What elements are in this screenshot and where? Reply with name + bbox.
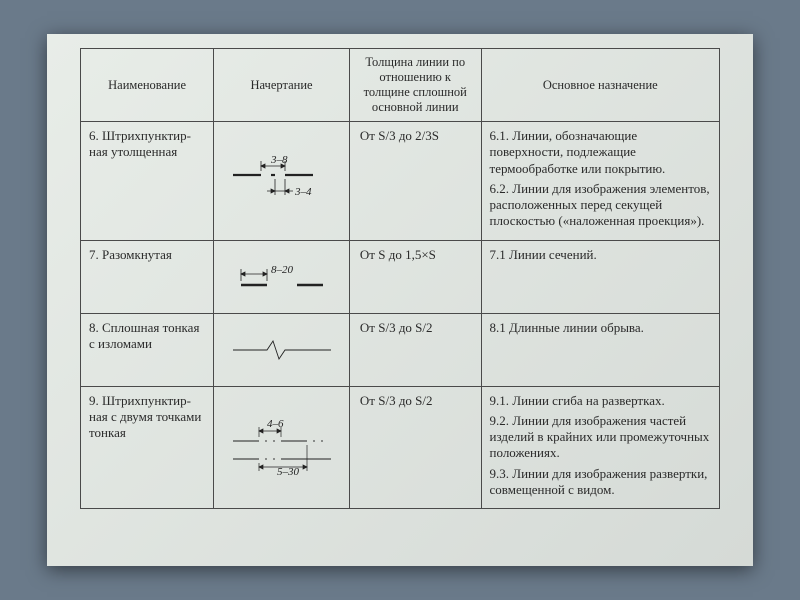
cell-purpose: 8.1 Длинные линии обрыва. (481, 313, 719, 386)
cell-drawing (214, 313, 350, 386)
purpose-line: 9.3. Линии для изображения развертки, со… (490, 466, 711, 499)
purpose-line: 9.1. Линии сгиба на развертках. (490, 393, 711, 409)
purpose-line: 7.1 Линии сечений. (490, 247, 711, 263)
table-row: 9. Штрихпунктир­ная с двумя точками тонк… (81, 386, 720, 509)
purpose-line: 9.2. Линии для изображения частей издели… (490, 413, 711, 462)
drawing-dash-dot-dot: 4–6 5–30 (227, 419, 337, 475)
cell-thickness: От S до 1,5×S (349, 240, 481, 313)
cell-drawing: 4–6 5–30 (214, 386, 350, 509)
table-body: 6. Штрихпунктир­ная утолщенная (81, 122, 720, 509)
purpose-line: 6.1. Линии, обозначающие поверхности, по… (490, 128, 711, 177)
cell-name: 7. Разомкнутая (81, 240, 214, 313)
cell-thickness: От S/3 до S/2 (349, 386, 481, 509)
cell-name: 9. Штрихпунктир­ная с двумя точками тонк… (81, 386, 214, 509)
purpose-line: 8.1 Длинные линии обрыва. (490, 320, 711, 336)
cell-drawing: 3–8 3–4 (214, 122, 350, 241)
cell-purpose: 7.1 Линии сечений. (481, 240, 719, 313)
thickness-text: От S/3 до S/2 (360, 393, 433, 408)
col-header-drawing: Начертание (214, 49, 350, 122)
cell-thickness: От S/3 до S/2 (349, 313, 481, 386)
drawing-zigzag-line (227, 335, 337, 365)
table-header-row: Наименование Начертание Толщина линии по… (81, 49, 720, 122)
cell-drawing: 8–20 (214, 240, 350, 313)
document-page: Наименование Начертание Толщина линии по… (47, 34, 753, 566)
cell-purpose: 6.1. Линии, обозначающие поверхности, по… (481, 122, 719, 241)
table-row: 8. Сплошная тонкая с изломами От S/3 до … (81, 313, 720, 386)
col-header-name: Наименование (81, 49, 214, 122)
dash-label: 4–6 (267, 419, 284, 430)
drawing-open-line: 8–20 (227, 257, 337, 297)
gap-label: 5–30 (277, 466, 300, 475)
thickness-text: От S/3 до 2/3S (360, 128, 439, 143)
drawing-dash-dot-thick: 3–8 3–4 (227, 155, 337, 207)
col-header-thickness: Толщина линии по отношению к толщине спл… (349, 49, 481, 122)
col-header-purpose: Основное назначение (481, 49, 719, 122)
cell-purpose: 9.1. Линии сгиба на развертках. 9.2. Лин… (481, 386, 719, 509)
cell-name: 8. Сплошная тонкая с изломами (81, 313, 214, 386)
thickness-text: От S/3 до S/2 (360, 320, 433, 335)
table-row: 6. Штрихпунктир­ная утолщенная (81, 122, 720, 241)
purpose-line: 6.2. Линии для изображения элементов, ра… (490, 181, 711, 230)
table-row: 7. Разомкнутая (81, 240, 720, 313)
cell-name: 6. Штрихпунктир­ная утолщенная (81, 122, 214, 241)
thickness-text: От S до 1,5×S (360, 247, 436, 262)
gap-label: 3–4 (294, 186, 312, 198)
length-label: 8–20 (271, 264, 294, 276)
cell-thickness: От S/3 до 2/3S (349, 122, 481, 241)
line-types-table: Наименование Начертание Толщина линии по… (80, 48, 720, 509)
dash-label: 3–8 (270, 155, 288, 166)
